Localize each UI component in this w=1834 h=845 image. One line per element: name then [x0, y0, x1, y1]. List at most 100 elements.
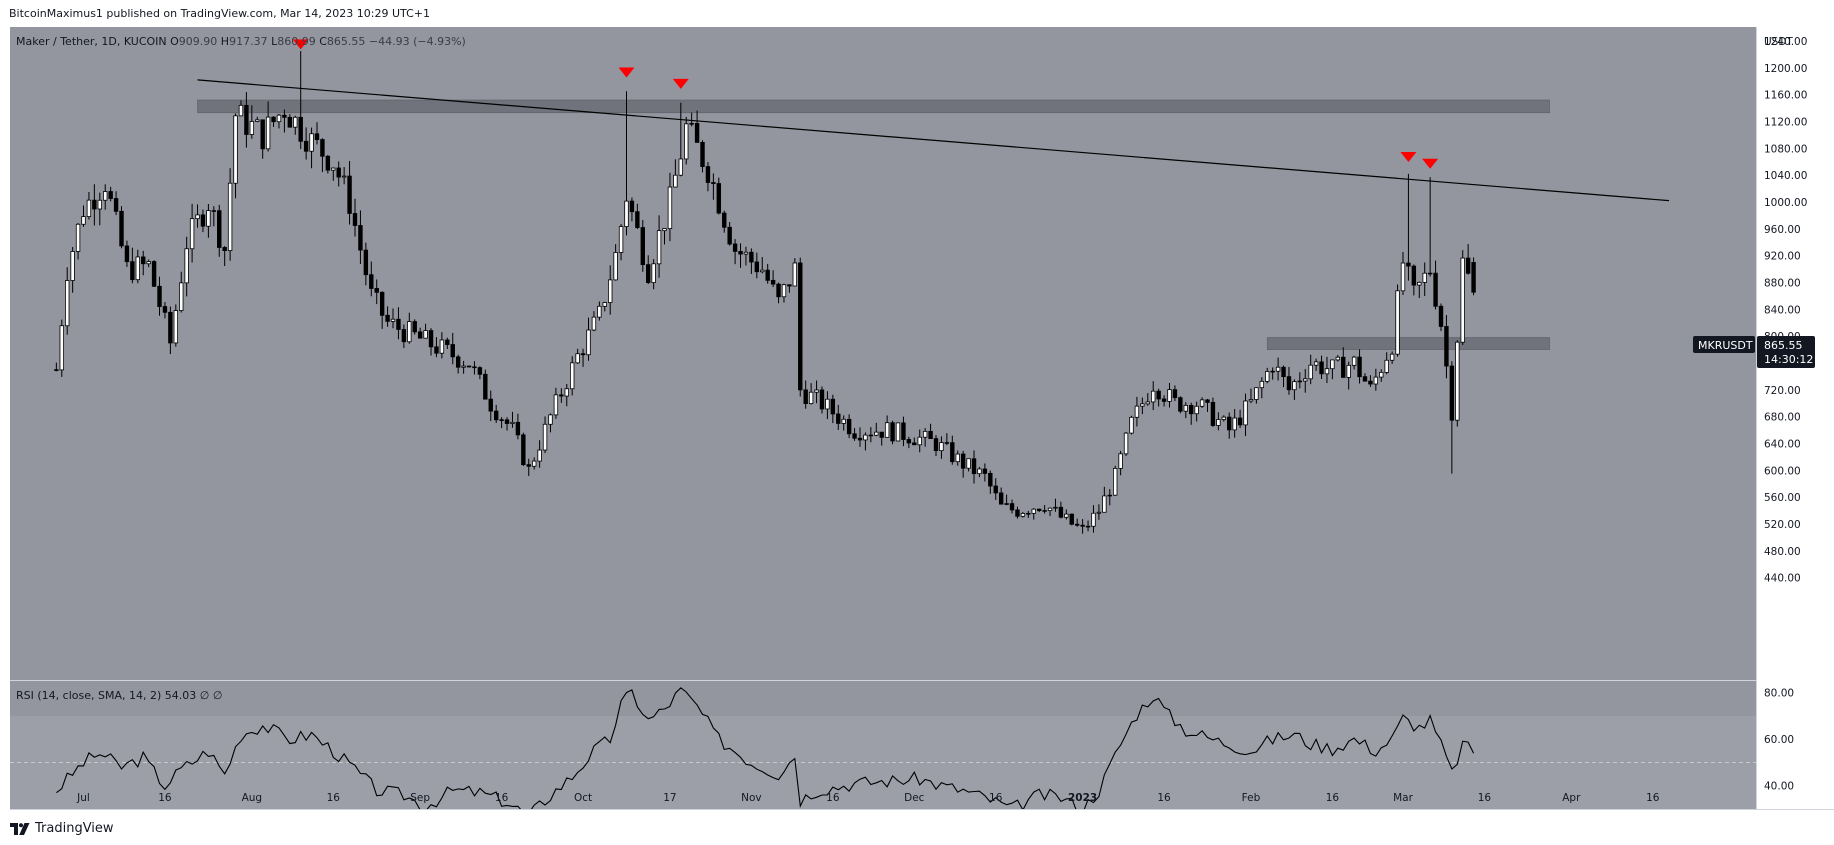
candle-body-up [276, 114, 282, 123]
time-tick-label: Mar [1393, 792, 1413, 804]
candle [814, 380, 819, 404]
candle-body-up [1324, 368, 1330, 375]
candle-body-down [1042, 510, 1047, 512]
candle [108, 186, 113, 202]
candle [1096, 504, 1102, 520]
candle-body-down [477, 367, 483, 375]
candle-body-down [521, 434, 526, 466]
candle [618, 224, 624, 261]
candle [363, 242, 369, 286]
candle-body-down [754, 261, 760, 273]
candle-body-down [635, 211, 640, 228]
candle [1102, 486, 1107, 513]
candle [1417, 281, 1422, 299]
legend-ohlc-key: H [217, 35, 229, 48]
candle-body-up [1064, 513, 1069, 518]
candle [678, 102, 683, 177]
chart-canvas[interactable]: 1240.00 1200.00 1160.00 1120.00 1080.00 1040.… [0, 0, 1834, 812]
candle-body-down [787, 284, 792, 287]
candle [390, 308, 396, 329]
rsi-legend-extra: ∅ ∅ [200, 689, 223, 702]
price-tick-label: 640.00 [1764, 438, 1801, 450]
candle-body-down [705, 166, 711, 183]
candle-body-down [1036, 508, 1042, 511]
candle [950, 435, 955, 465]
price-tick-label: 1040.00 [1764, 170, 1807, 182]
candle-body-down [1069, 513, 1074, 525]
candle-body-up [1379, 371, 1384, 378]
candle [222, 246, 227, 267]
candle-body-down [401, 329, 407, 343]
candle-body-down [732, 243, 738, 252]
candle [1292, 379, 1297, 400]
candle-body-up [407, 321, 412, 343]
candle-body-down [385, 314, 390, 322]
candle-body-up [1292, 381, 1297, 391]
candle [510, 411, 515, 428]
candle [477, 366, 483, 380]
candle-body-down [488, 398, 493, 412]
candle-body-up [564, 388, 569, 397]
candle-body-down [1319, 361, 1324, 375]
candle [483, 369, 488, 400]
legend-ohlc-value: −44.93 (−4.93%) [365, 35, 465, 48]
candle [298, 51, 303, 150]
candle [1183, 402, 1188, 419]
candle [798, 257, 803, 397]
candle [1080, 519, 1085, 534]
candle-body-up [238, 104, 244, 117]
candle-body-down [417, 331, 423, 339]
candle [130, 247, 135, 284]
candle [689, 112, 694, 127]
candle-body-down [244, 104, 249, 135]
candle [705, 162, 711, 192]
candle [841, 415, 846, 431]
candle-body-up [548, 414, 553, 425]
candle [1156, 388, 1161, 407]
candle [803, 380, 808, 409]
candle [1455, 340, 1460, 427]
candle [1210, 397, 1216, 427]
candle-body-up [597, 305, 602, 318]
candle [1422, 262, 1427, 296]
candle [325, 155, 331, 174]
candle-body-up [1373, 376, 1379, 385]
candle [1069, 513, 1074, 526]
candle [819, 386, 825, 414]
candle [1172, 385, 1178, 402]
candle [912, 437, 917, 446]
candle-body-down [499, 419, 504, 421]
candle-body-down [412, 321, 417, 333]
candle [629, 197, 635, 222]
candle [1319, 355, 1324, 379]
candle-body-up [608, 279, 613, 303]
candle [1411, 264, 1417, 296]
candle-body-up [1422, 272, 1427, 283]
candle [640, 219, 645, 272]
candle-body-down [1341, 356, 1346, 378]
candle-body-down [282, 114, 287, 118]
candle-body-down [846, 418, 852, 435]
candle-body-down [868, 434, 874, 437]
legend-ohlc-key: O [167, 35, 179, 48]
candle-body-up [1096, 511, 1102, 514]
candle-body-down [124, 245, 130, 263]
candle-body-up [602, 302, 607, 307]
candle-body-down [450, 344, 455, 358]
candle [977, 466, 982, 478]
candle [1140, 397, 1145, 415]
candle-body-down [1178, 397, 1183, 412]
candle-body-up [743, 251, 749, 255]
candle [1237, 409, 1243, 429]
candle [65, 267, 70, 335]
candle-body-down [217, 210, 222, 248]
candle-body-up [86, 199, 92, 218]
candle [331, 167, 336, 181]
candle-body-down [428, 330, 434, 348]
time-tick-label: 16 [989, 792, 1003, 804]
svg-text:RSI (14, close, SMA, 14, 2) 5: RSI (14, close, SMA, 14, 2) 54.03 ∅ ∅ [16, 689, 222, 702]
rejection-marker-icon [292, 39, 309, 50]
candle-body-down [347, 175, 352, 214]
candle-body-down [369, 274, 374, 289]
time-tick-label: Jul [76, 792, 90, 804]
